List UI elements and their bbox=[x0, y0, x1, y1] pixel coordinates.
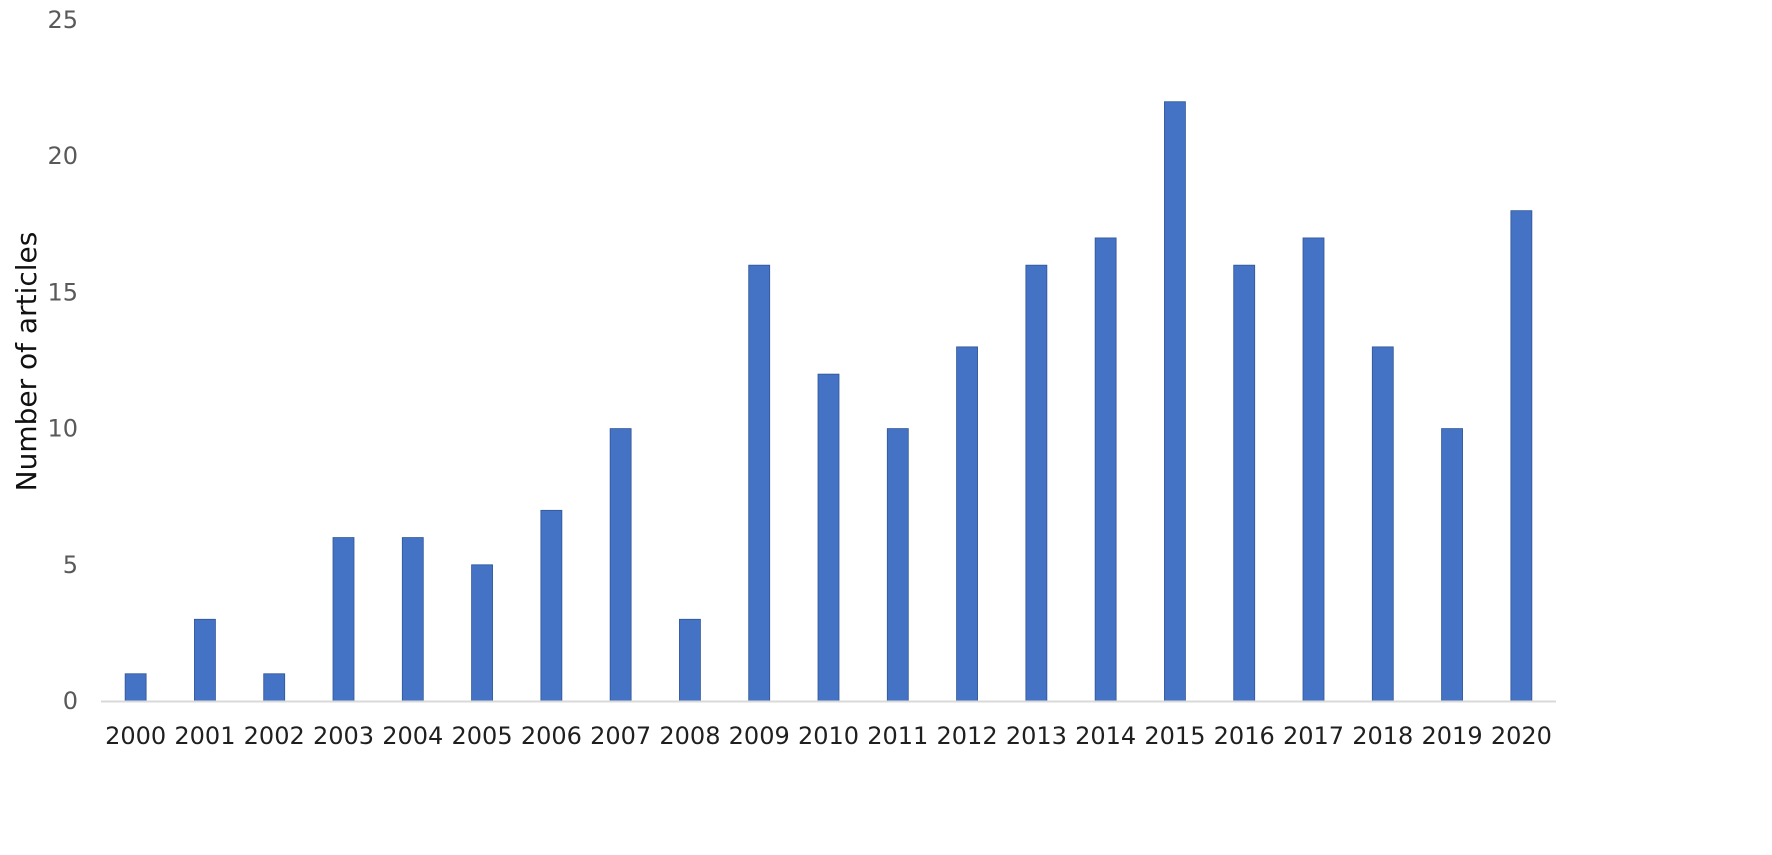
x-tick-label: 2004 bbox=[382, 722, 443, 750]
bar-2003 bbox=[332, 537, 355, 702]
y-tick-label: 25 bbox=[47, 6, 78, 34]
x-tick-label: 2001 bbox=[174, 722, 235, 750]
bar-2005 bbox=[471, 564, 493, 702]
y-tick-label: 10 bbox=[47, 415, 78, 443]
bar-2006 bbox=[540, 509, 563, 702]
bar-2012 bbox=[956, 346, 978, 702]
bar-2001 bbox=[194, 618, 216, 702]
y-axis-ticks: 0 5 10 15 20 25 bbox=[47, 6, 78, 715]
x-tick-label: 2018 bbox=[1352, 722, 1413, 750]
bar-2019 bbox=[1441, 428, 1463, 702]
bar-2014 bbox=[1094, 237, 1117, 702]
x-tick-label: 2003 bbox=[313, 722, 374, 750]
bar-2013 bbox=[1025, 264, 1048, 702]
x-tick-label: 2006 bbox=[521, 722, 582, 750]
x-axis-ticks: 2000 2001 2002 2003 2004 2005 2006 2007 2008 2009… bbox=[105, 722, 1552, 750]
bar-2011 bbox=[886, 428, 909, 702]
x-tick-label: 2019 bbox=[1422, 722, 1483, 750]
x-tick-label: 2002 bbox=[244, 722, 305, 750]
y-tick-label: 5 bbox=[63, 551, 78, 579]
y-tick-label: 15 bbox=[47, 278, 78, 306]
x-tick-label: 2016 bbox=[1214, 722, 1275, 750]
bar-2009 bbox=[748, 264, 771, 702]
bars bbox=[124, 101, 1533, 702]
x-tick-label: 2009 bbox=[729, 722, 790, 750]
x-tick-label: 2011 bbox=[867, 722, 928, 750]
bar-2016 bbox=[1233, 264, 1256, 702]
x-tick-label: 2015 bbox=[1144, 722, 1205, 750]
y-tick-label: 0 bbox=[63, 687, 78, 715]
bar-2008 bbox=[679, 618, 701, 702]
x-tick-label: 2007 bbox=[590, 722, 651, 750]
x-tick-label: 2017 bbox=[1283, 722, 1344, 750]
bar-2018 bbox=[1371, 346, 1394, 702]
y-tick-label: 20 bbox=[47, 142, 78, 170]
bar-2015 bbox=[1164, 101, 1186, 702]
bar-2004 bbox=[401, 537, 424, 702]
x-tick-label: 2005 bbox=[452, 722, 513, 750]
bar-2017 bbox=[1302, 237, 1325, 702]
x-tick-label: 2008 bbox=[659, 722, 720, 750]
x-tick-label: 2012 bbox=[937, 722, 998, 750]
bar-2007 bbox=[609, 428, 632, 702]
x-tick-label: 2014 bbox=[1075, 722, 1136, 750]
y-axis-title: Number of articles bbox=[10, 232, 43, 492]
x-tick-label: 2020 bbox=[1491, 722, 1552, 750]
x-tick-label: 2013 bbox=[1006, 722, 1067, 750]
bar-2010 bbox=[817, 373, 840, 702]
x-tick-label: 2000 bbox=[105, 722, 166, 750]
x-tick-label: 2010 bbox=[798, 722, 859, 750]
bar-2000 bbox=[124, 673, 147, 702]
bar-2020 bbox=[1510, 210, 1533, 702]
bar-2002 bbox=[263, 673, 286, 702]
